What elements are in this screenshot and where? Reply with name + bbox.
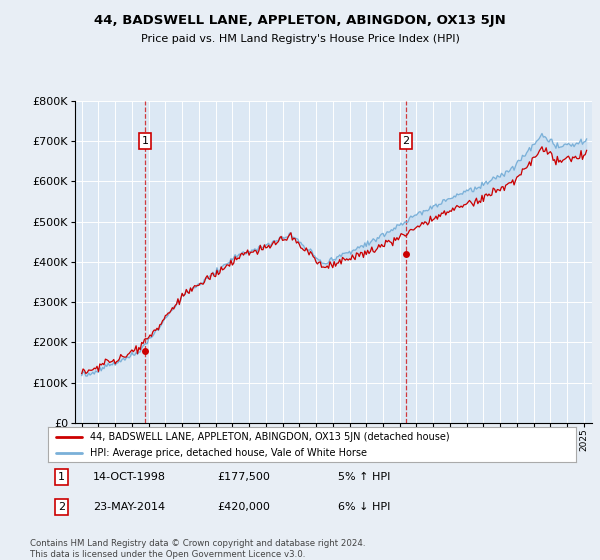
Text: £420,000: £420,000	[217, 502, 270, 512]
Text: 23-MAY-2014: 23-MAY-2014	[93, 502, 165, 512]
Text: 2: 2	[58, 502, 65, 512]
Text: HPI: Average price, detached house, Vale of White Horse: HPI: Average price, detached house, Vale…	[90, 449, 367, 458]
Text: 1: 1	[142, 136, 149, 146]
Text: 14-OCT-1998: 14-OCT-1998	[93, 472, 166, 482]
Text: Price paid vs. HM Land Registry's House Price Index (HPI): Price paid vs. HM Land Registry's House …	[140, 34, 460, 44]
Text: 1: 1	[58, 472, 65, 482]
Text: £177,500: £177,500	[217, 472, 270, 482]
Text: 2: 2	[403, 136, 410, 146]
Text: Contains HM Land Registry data © Crown copyright and database right 2024.
This d: Contains HM Land Registry data © Crown c…	[30, 539, 365, 559]
Text: 44, BADSWELL LANE, APPLETON, ABINGDON, OX13 5JN (detached house): 44, BADSWELL LANE, APPLETON, ABINGDON, O…	[90, 432, 450, 442]
Text: 5% ↑ HPI: 5% ↑ HPI	[338, 472, 391, 482]
Text: 44, BADSWELL LANE, APPLETON, ABINGDON, OX13 5JN: 44, BADSWELL LANE, APPLETON, ABINGDON, O…	[94, 14, 506, 27]
Text: 6% ↓ HPI: 6% ↓ HPI	[338, 502, 391, 512]
